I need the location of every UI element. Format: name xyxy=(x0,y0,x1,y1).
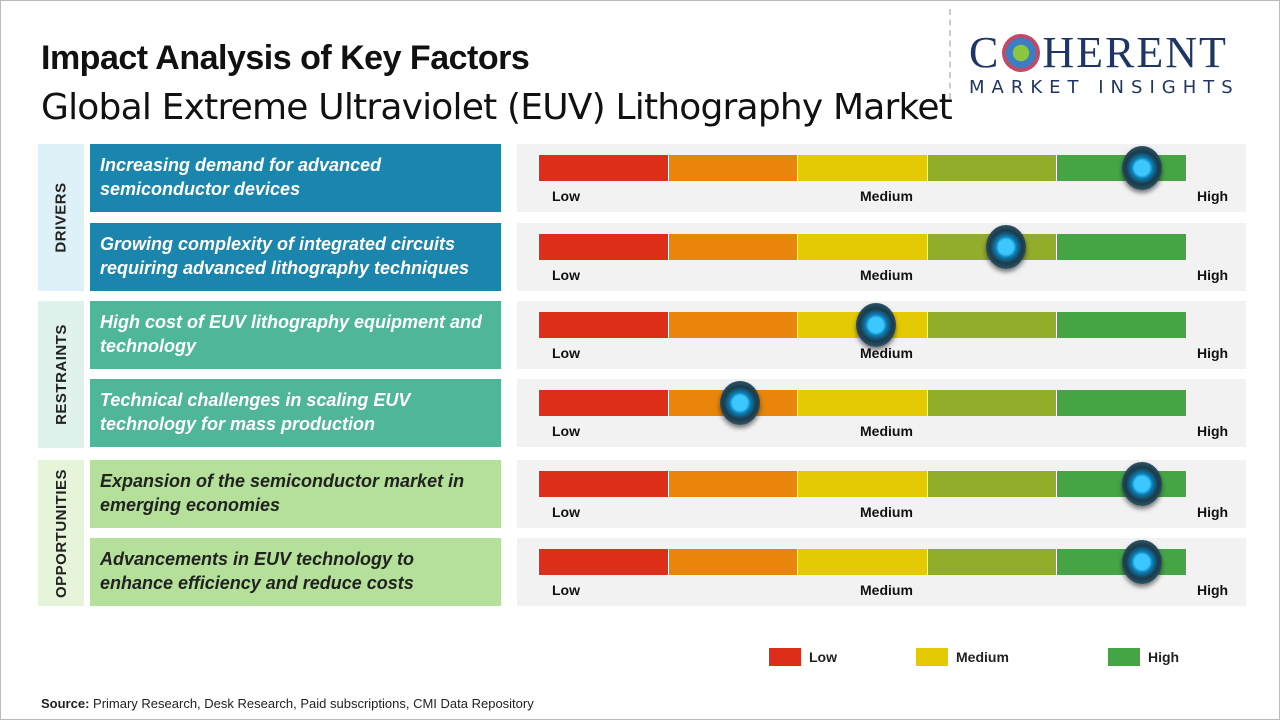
medium-label: Medium xyxy=(860,423,913,439)
scale-segment xyxy=(668,312,799,338)
logo: C HERENT MARKET INSIGHTS xyxy=(969,28,1261,99)
source-label: Source: xyxy=(41,696,90,711)
medium-label: Medium xyxy=(860,504,913,520)
high-label: High xyxy=(1197,423,1229,439)
low-label: Low xyxy=(552,188,580,204)
scale-segment xyxy=(539,390,669,416)
factor-text: Increasing demand for advanced semicondu… xyxy=(90,144,501,212)
impact-indicator-knob xyxy=(1121,540,1162,584)
impact-scale xyxy=(539,390,1187,416)
scale-segment xyxy=(668,234,799,260)
category-label: DRIVERS xyxy=(52,182,70,253)
impact-meter: Low Medium High xyxy=(517,460,1246,528)
source-text: Primary Research, Desk Research, Paid su… xyxy=(89,696,534,711)
scale-segment xyxy=(1057,312,1187,338)
scale-segment xyxy=(539,312,669,338)
factor-text: Expansion of the semiconductor market in… xyxy=(90,460,501,528)
factor-text: Technical challenges in scaling EUV tech… xyxy=(90,379,501,447)
category-label: OPPORTUNITIES xyxy=(52,468,70,598)
factor-text: Advancements in EUV technology to enhanc… xyxy=(90,538,501,606)
scale-segment xyxy=(1057,234,1187,260)
impact-scale xyxy=(539,155,1187,181)
scale-segment xyxy=(539,549,669,575)
scale-segment xyxy=(798,155,928,181)
impact-meter: Low Medium High xyxy=(517,223,1246,291)
page-title: Impact Analysis of Key Factors xyxy=(41,39,530,77)
page-subtitle: Global Extreme Ultraviolet (EUV) Lithogr… xyxy=(41,87,953,128)
logo-wordmark: C HERENT xyxy=(969,28,1228,77)
scale-segment xyxy=(927,155,1058,181)
legend-swatch xyxy=(1108,648,1140,666)
impact-scale xyxy=(539,234,1187,260)
high-label: High xyxy=(1197,267,1229,283)
high-label: High xyxy=(1197,188,1229,204)
impact-scale xyxy=(539,471,1187,497)
scale-segment xyxy=(798,549,928,575)
medium-label: Medium xyxy=(860,582,913,598)
scale-segment xyxy=(798,471,928,497)
high-label: High xyxy=(1197,582,1229,598)
low-label: Low xyxy=(552,267,580,283)
low-label: Low xyxy=(552,345,580,361)
scale-segment xyxy=(927,312,1058,338)
legend-label: Low xyxy=(809,649,837,665)
scale-segment xyxy=(668,549,799,575)
scale-segment xyxy=(927,549,1058,575)
impact-indicator-knob xyxy=(1121,146,1162,190)
scale-segment xyxy=(539,155,669,181)
medium-label: Medium xyxy=(860,267,913,283)
factor-text: High cost of EUV lithography equipment a… xyxy=(90,301,501,369)
scale-segment xyxy=(668,471,799,497)
category-drivers: DRIVERS xyxy=(38,144,84,291)
legend-item: High xyxy=(1108,648,1179,666)
impact-meter: Low Medium High xyxy=(517,144,1246,212)
impact-indicator-knob xyxy=(1121,462,1162,506)
scale-segment xyxy=(539,471,669,497)
factor-text: Growing complexity of integrated circuit… xyxy=(90,223,501,291)
logo-tagline: MARKET INSIGHTS xyxy=(969,77,1240,98)
impact-indicator-knob xyxy=(719,381,760,425)
legend-label: Medium xyxy=(956,649,1009,665)
impact-scale xyxy=(539,312,1187,338)
scale-segment xyxy=(539,234,669,260)
impact-meter: Low Medium High xyxy=(517,538,1246,606)
low-label: Low xyxy=(552,504,580,520)
legend-swatch xyxy=(916,648,948,666)
category-restraints: RESTRAINTS xyxy=(38,301,84,448)
legend-swatch xyxy=(769,648,801,666)
scale-segment xyxy=(798,390,928,416)
impact-scale xyxy=(539,549,1187,575)
low-label: Low xyxy=(552,423,580,439)
category-opportunities: OPPORTUNITIES xyxy=(38,460,84,606)
scale-segment xyxy=(668,155,799,181)
legend-item: Medium xyxy=(916,648,1009,666)
scale-segment xyxy=(798,234,928,260)
legend-label: High xyxy=(1148,649,1180,665)
impact-indicator-knob xyxy=(985,225,1026,269)
category-label: RESTRAINTS xyxy=(52,324,70,425)
medium-label: Medium xyxy=(860,345,913,361)
impact-meter: Low Medium High xyxy=(517,379,1246,447)
legend-item: Low xyxy=(769,648,837,666)
globe-icon xyxy=(1002,34,1041,72)
impact-meter: Low Medium High xyxy=(517,301,1246,369)
scale-segment xyxy=(927,471,1058,497)
divider xyxy=(949,9,951,99)
source-note: Source: Primary Research, Desk Research,… xyxy=(41,696,534,711)
scale-segment xyxy=(1057,390,1187,416)
low-label: Low xyxy=(552,582,580,598)
medium-label: Medium xyxy=(860,188,913,204)
scale-segment xyxy=(927,390,1058,416)
impact-indicator-knob xyxy=(855,303,896,347)
high-label: High xyxy=(1197,504,1229,520)
high-label: High xyxy=(1197,345,1229,361)
